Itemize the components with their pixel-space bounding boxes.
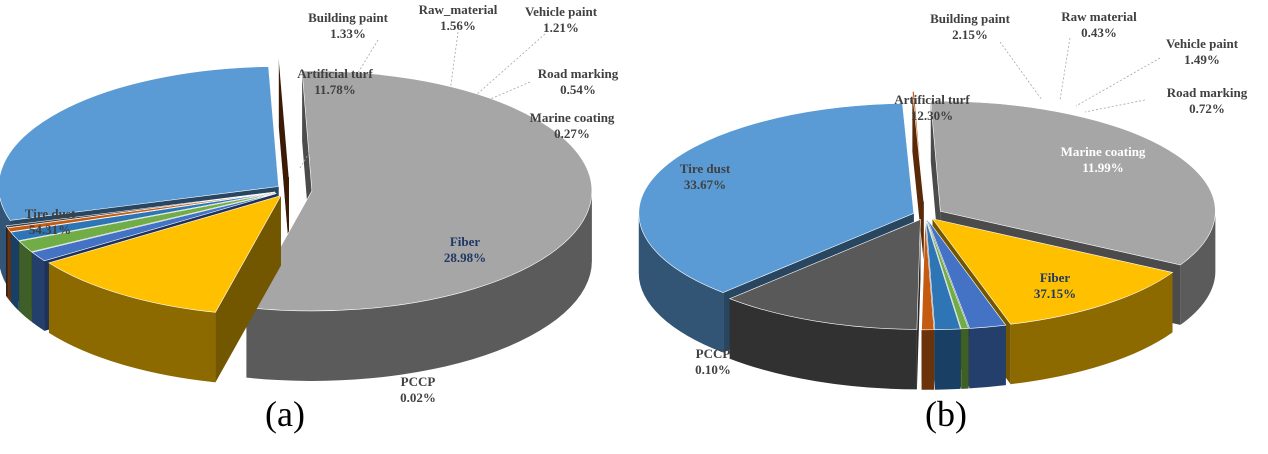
slice-label-marine-coating: Marine coating — [530, 110, 615, 125]
slice-label-fiber: Fiber — [450, 234, 481, 249]
slice-pccp-b — [912, 91, 925, 262]
slice-value-artificial-turf: 12.30% — [911, 108, 953, 123]
slice-value-marine-coating: 0.27% — [554, 126, 590, 141]
leader-line-vehicle-paint — [1075, 57, 1161, 107]
slice-tire-dust-a — [245, 70, 593, 381]
slice-label-vehicle-paint: Vehicle paint — [525, 4, 598, 19]
slice-label-artificial-turf: Artificial turf — [894, 92, 970, 107]
slice-label-tire-dust: Tire dust — [680, 161, 731, 176]
slice-pccp-a — [278, 56, 290, 248]
slice-label-pccp: PCCP — [401, 374, 436, 389]
slice-value-building-paint: 2.15% — [952, 27, 988, 42]
slice-value-building-paint: 1.33% — [330, 26, 366, 41]
leader-line-road-marking — [487, 81, 531, 101]
leader-line-road-marking — [1084, 99, 1146, 113]
leader-line-raw-material — [449, 31, 459, 93]
slice-label-marine-coating: Marine coating — [1061, 144, 1146, 159]
leader-line-building-paint — [299, 39, 379, 169]
slice-value-raw-material: 1.56% — [440, 18, 476, 33]
leader-line-marine-coating — [493, 109, 521, 123]
slice-value-pccp: 0.02% — [400, 390, 436, 405]
leader-line-vehicle-paint — [474, 33, 546, 97]
slice-marine-coating-b — [728, 218, 921, 390]
slice-label-vehicle-paint: Vehicle paint — [1166, 36, 1239, 51]
slice-value-vehicle-paint: 1.49% — [1184, 52, 1220, 67]
slice-value-fiber: 37.15% — [1034, 286, 1076, 301]
slice-value-vehicle-paint: 1.21% — [543, 20, 579, 35]
slice-label-road-marking: Road marking — [1167, 85, 1248, 100]
panel-label-b: (b) — [925, 394, 967, 434]
slice-value-tire-dust: 33.67% — [684, 177, 726, 192]
slice-label-pccp: PCCP — [696, 346, 731, 361]
slice-value-pccp: 0.10% — [695, 362, 731, 377]
slice-value-fiber: 28.98% — [444, 250, 486, 265]
slice-label-fiber: Fiber — [1040, 270, 1071, 285]
slice-value-tire-dust: 54.31% — [29, 222, 71, 237]
slice-label-raw-material: Raw_material — [419, 2, 498, 17]
panel-label-a: (a) — [265, 394, 305, 434]
leader-line-raw-material — [1059, 37, 1071, 101]
slice-label-building-paint: Building paint — [308, 10, 389, 25]
slice-label-building-paint: Building paint — [930, 11, 1011, 26]
slice-artificial-turf-a — [48, 195, 282, 383]
slice-road-marking-b — [921, 219, 935, 390]
slice-label-tire-dust: Tire dust — [25, 206, 76, 221]
slice-value-road-marking: 0.72% — [1189, 101, 1225, 116]
slice-label-raw-material: Raw material — [1061, 9, 1137, 24]
slice-value-artificial-turf: 11.78% — [314, 82, 356, 97]
slice-value-road-marking: 0.54% — [560, 82, 596, 97]
leader-line-building-paint — [999, 41, 1043, 101]
slice-label-artificial-turf: Artificial turf — [297, 66, 373, 81]
slice-value-raw-material: 0.43% — [1081, 25, 1117, 40]
slice-value-marine-coating: 11.99% — [1082, 160, 1124, 175]
slice-label-road-marking: Road marking — [538, 66, 619, 81]
